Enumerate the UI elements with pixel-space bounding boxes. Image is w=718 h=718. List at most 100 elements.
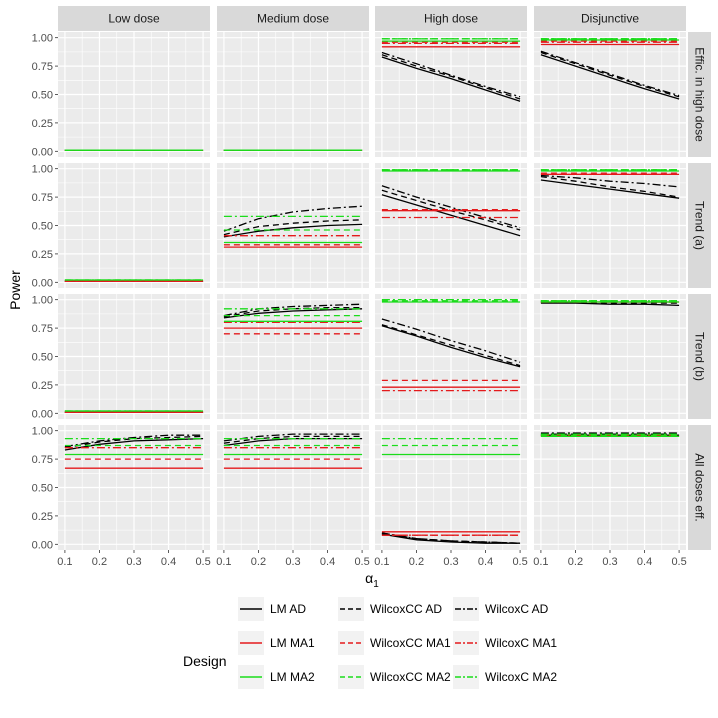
legend-item-wc-ma2: WilcoxC MA2 <box>453 665 557 689</box>
x-tick-label: 0.2 <box>251 556 266 568</box>
y-tick-label: 1.00 <box>32 33 53 45</box>
y-tick-label: 0.50 <box>32 90 53 102</box>
series-line-wc-ad <box>223 205 363 232</box>
series-line-wcc-ad <box>540 51 680 98</box>
y-tick-label: 0.00 <box>32 277 53 289</box>
panel-r3-c3 <box>534 425 686 550</box>
series-line-lm-ad <box>381 325 521 368</box>
x-tick-label: 0.5 <box>512 556 527 568</box>
y-tick-label: 0.25 <box>32 511 53 523</box>
x-axis-title: α1 <box>365 570 379 590</box>
series-line-wcc-ad <box>381 324 521 367</box>
y-tick-label: 1.00 <box>32 295 53 307</box>
x-tick-label: 0.5 <box>195 556 210 568</box>
column-strip-label: Disjunctive <box>581 12 639 26</box>
y-tick-label: 0.25 <box>32 118 53 130</box>
panel-r1-c2 <box>375 163 527 288</box>
legend-label: WilcoxC MA1 <box>485 636 557 650</box>
column-strip-label: Low dose <box>108 12 160 26</box>
y-tick-label: 0.50 <box>32 221 53 233</box>
panel-r0-c2 <box>375 32 527 157</box>
row-strip-label: All doses eff. <box>693 453 707 521</box>
row-strip-3 <box>688 425 711 550</box>
panel-r1-c3 <box>534 163 686 288</box>
y-tick-label: 0.00 <box>32 408 53 420</box>
y-tick-label: 1.00 <box>32 164 53 176</box>
column-strip-0 <box>58 6 210 31</box>
legend-label: WilcoxC MA2 <box>485 670 557 684</box>
panel-r3-c2 <box>375 425 527 550</box>
x-tick-label: 0.4 <box>478 556 493 568</box>
legend-title: Design <box>183 653 227 669</box>
x-tick-label: 0.3 <box>602 556 617 568</box>
legend-label: LM MA2 <box>270 670 315 684</box>
legend-item-lm-ad: LM AD <box>238 597 306 621</box>
panel-r3-c1 <box>217 425 369 550</box>
series-line-lm-ad <box>381 194 521 237</box>
legend-item-wc-ma1: WilcoxC MA1 <box>453 631 557 655</box>
row-strip-label: Trend (a) <box>693 201 707 250</box>
x-tick-label: 0.1 <box>57 556 72 568</box>
series-line-wc-ad <box>64 434 204 448</box>
series-line-lm-ad <box>223 308 363 319</box>
series-line-lm-ad <box>381 56 521 102</box>
x-tick-label: 0.2 <box>568 556 583 568</box>
series-line-wc-ad <box>223 433 363 442</box>
y-tick-label: 0.00 <box>32 539 53 551</box>
series-line-wcc-ad <box>381 54 521 100</box>
series-line-wc-ad <box>540 174 680 188</box>
panel-r2-c1 <box>217 294 369 419</box>
row-strip-label: Trend (b) <box>693 332 707 381</box>
x-tick-label: 0.2 <box>92 556 107 568</box>
panel-r3-c0 <box>58 425 210 550</box>
y-tick-label: 0.50 <box>32 352 53 364</box>
x-axis-title-subscript: 1 <box>373 579 379 590</box>
x-tick-label: 0.4 <box>161 556 176 568</box>
y-tick-label: 0.50 <box>32 483 53 495</box>
legend-label: WilcoxCC AD <box>370 602 442 616</box>
panel-r2-c2 <box>375 294 527 419</box>
panel-r2-c0 <box>58 294 210 419</box>
legend-label: LM MA1 <box>270 636 315 650</box>
x-tick-label: 0.4 <box>320 556 335 568</box>
series-line-wcc-ad <box>223 219 363 236</box>
y-tick-label: 0.00 <box>32 146 53 158</box>
y-tick-label: 0.75 <box>32 454 53 466</box>
x-tick-label: 0.3 <box>443 556 458 568</box>
series-line-wcc-ad <box>223 435 363 444</box>
panel-r2-c3 <box>534 294 686 419</box>
y-tick-label: 0.25 <box>32 380 53 392</box>
column-strip-3 <box>534 6 686 31</box>
panel-r1-c1 <box>217 163 369 288</box>
x-tick-label: 0.3 <box>285 556 300 568</box>
x-tick-label: 0.5 <box>354 556 369 568</box>
legend: Design LM AD WilcoxCC AD WilcoxC AD LM MA1 Wi… <box>183 597 557 689</box>
series-line-wcc-ad <box>540 175 680 198</box>
y-tick-label: 1.00 <box>32 426 53 438</box>
x-tick-label: 0.5 <box>671 556 686 568</box>
column-strip-label: Medium dose <box>257 12 329 26</box>
y-tick-label: 0.75 <box>32 61 53 73</box>
x-tick-label: 0.1 <box>533 556 548 568</box>
legend-item-lm-ma2: LM MA2 <box>238 665 315 689</box>
series-line-wc-ad <box>381 532 521 544</box>
column-strip-label: High dose <box>424 12 478 26</box>
series-line-wcc-ad <box>223 306 363 318</box>
column-strip-2 <box>375 6 527 31</box>
series-line-lm-ad <box>540 179 680 199</box>
x-tick-label: 0.1 <box>216 556 231 568</box>
row-strip-2 <box>688 294 711 419</box>
y-axis-title: Power <box>7 270 23 310</box>
legend-label: LM AD <box>270 602 306 616</box>
legend-label: WilcoxC AD <box>485 602 549 616</box>
legend-item-wcc-ad: WilcoxCC AD <box>338 597 442 621</box>
y-tick-label: 0.75 <box>32 192 53 204</box>
series-line-lm-ad <box>540 54 680 100</box>
y-tick-label: 0.25 <box>32 249 53 261</box>
panel-r0-c1 <box>217 32 369 157</box>
x-tick-label: 0.3 <box>126 556 141 568</box>
legend-label: WilcoxCC MA2 <box>370 670 451 684</box>
y-tick-label: 0.75 <box>32 323 53 335</box>
series-line-lm-ad <box>223 223 363 238</box>
